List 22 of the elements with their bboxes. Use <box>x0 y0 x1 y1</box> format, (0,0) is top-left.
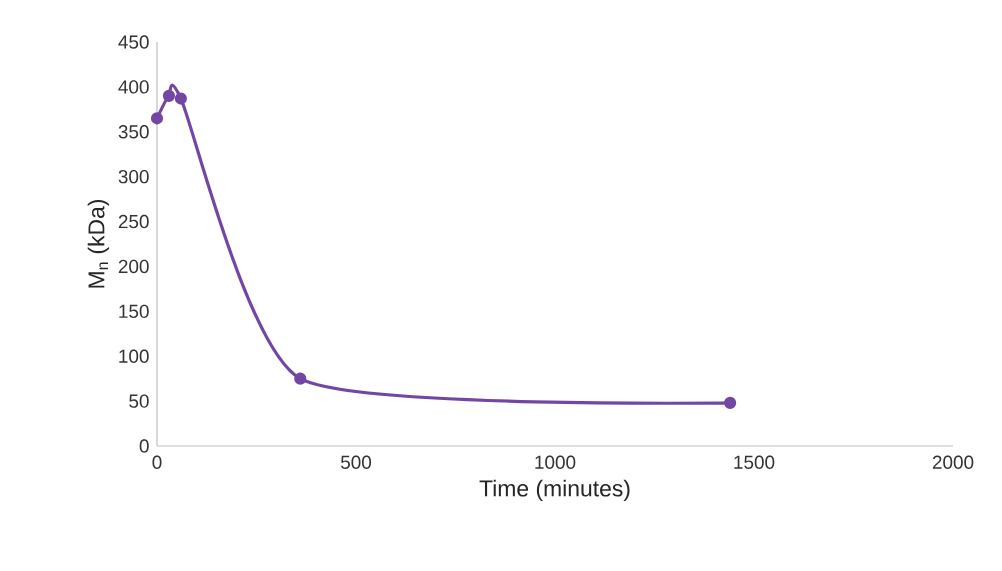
point <box>162 89 176 102</box>
x-tick-label: 1000 <box>535 455 576 469</box>
x-tick-label: 500 <box>340 455 372 469</box>
point <box>294 372 307 385</box>
y-tick-label: 150 <box>119 304 149 319</box>
y-tick-label: 0 <box>139 439 149 453</box>
x-axis-title: Time (minutes) <box>479 479 630 502</box>
y-tick-label: 200 <box>118 259 149 274</box>
y-tick-label: 400 <box>118 80 149 94</box>
point <box>174 92 187 105</box>
point <box>150 112 164 125</box>
y-tick-label: 450 <box>118 35 149 49</box>
y-tick-label: 250 <box>118 214 149 229</box>
point <box>724 396 737 409</box>
x-tick-label: 2000 <box>932 455 974 469</box>
y-tick-label: 350 <box>118 125 149 139</box>
x-tick-label: 0 <box>152 455 162 469</box>
y-tick-label: 50 <box>129 394 149 408</box>
y-axis-title: M$_{n}$ (kDa) <box>87 199 110 288</box>
x-tick-label: 1500 <box>734 455 775 469</box>
y-tick-label: 100 <box>119 349 149 363</box>
y-tick-label: 300 <box>118 169 149 184</box>
